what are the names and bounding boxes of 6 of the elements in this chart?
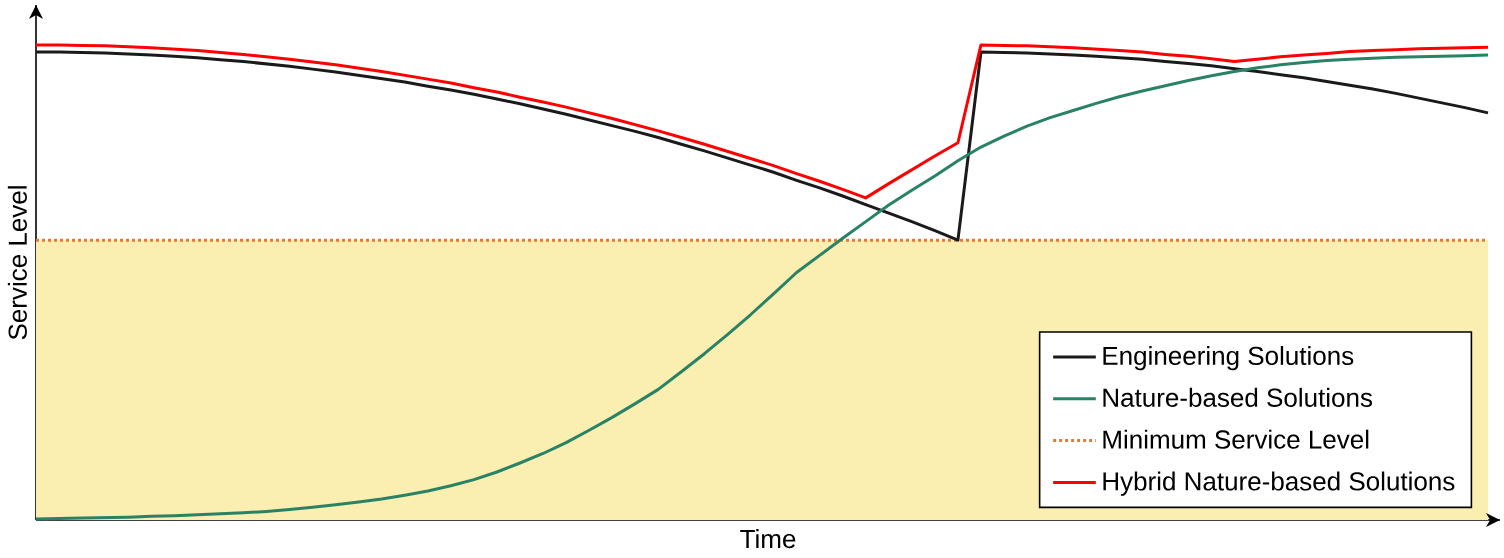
legend-label: Hybrid Nature-based Solutions	[1103, 471, 1455, 496]
legend-label: Engineering Solutions	[1103, 345, 1354, 371]
legend-label: Minimum Service Level	[1103, 429, 1369, 449]
legend-label: Nature-based Solutions	[1103, 387, 1373, 407]
y-axis-title: Service Level	[7, 186, 27, 340]
x-axis-title: Time	[740, 529, 796, 549]
